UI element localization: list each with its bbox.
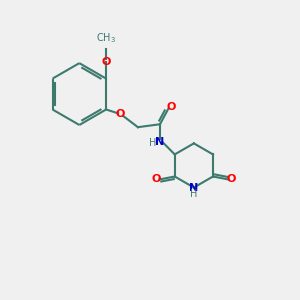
Text: O: O (167, 103, 176, 112)
Text: O: O (226, 174, 236, 184)
Text: H: H (149, 138, 156, 148)
Text: N: N (189, 182, 199, 193)
Text: O: O (116, 109, 125, 119)
Text: O: O (152, 174, 161, 184)
Text: H: H (190, 189, 197, 199)
Text: CH$_3$: CH$_3$ (96, 31, 116, 45)
Text: N: N (155, 137, 165, 147)
Text: O: O (101, 57, 111, 68)
